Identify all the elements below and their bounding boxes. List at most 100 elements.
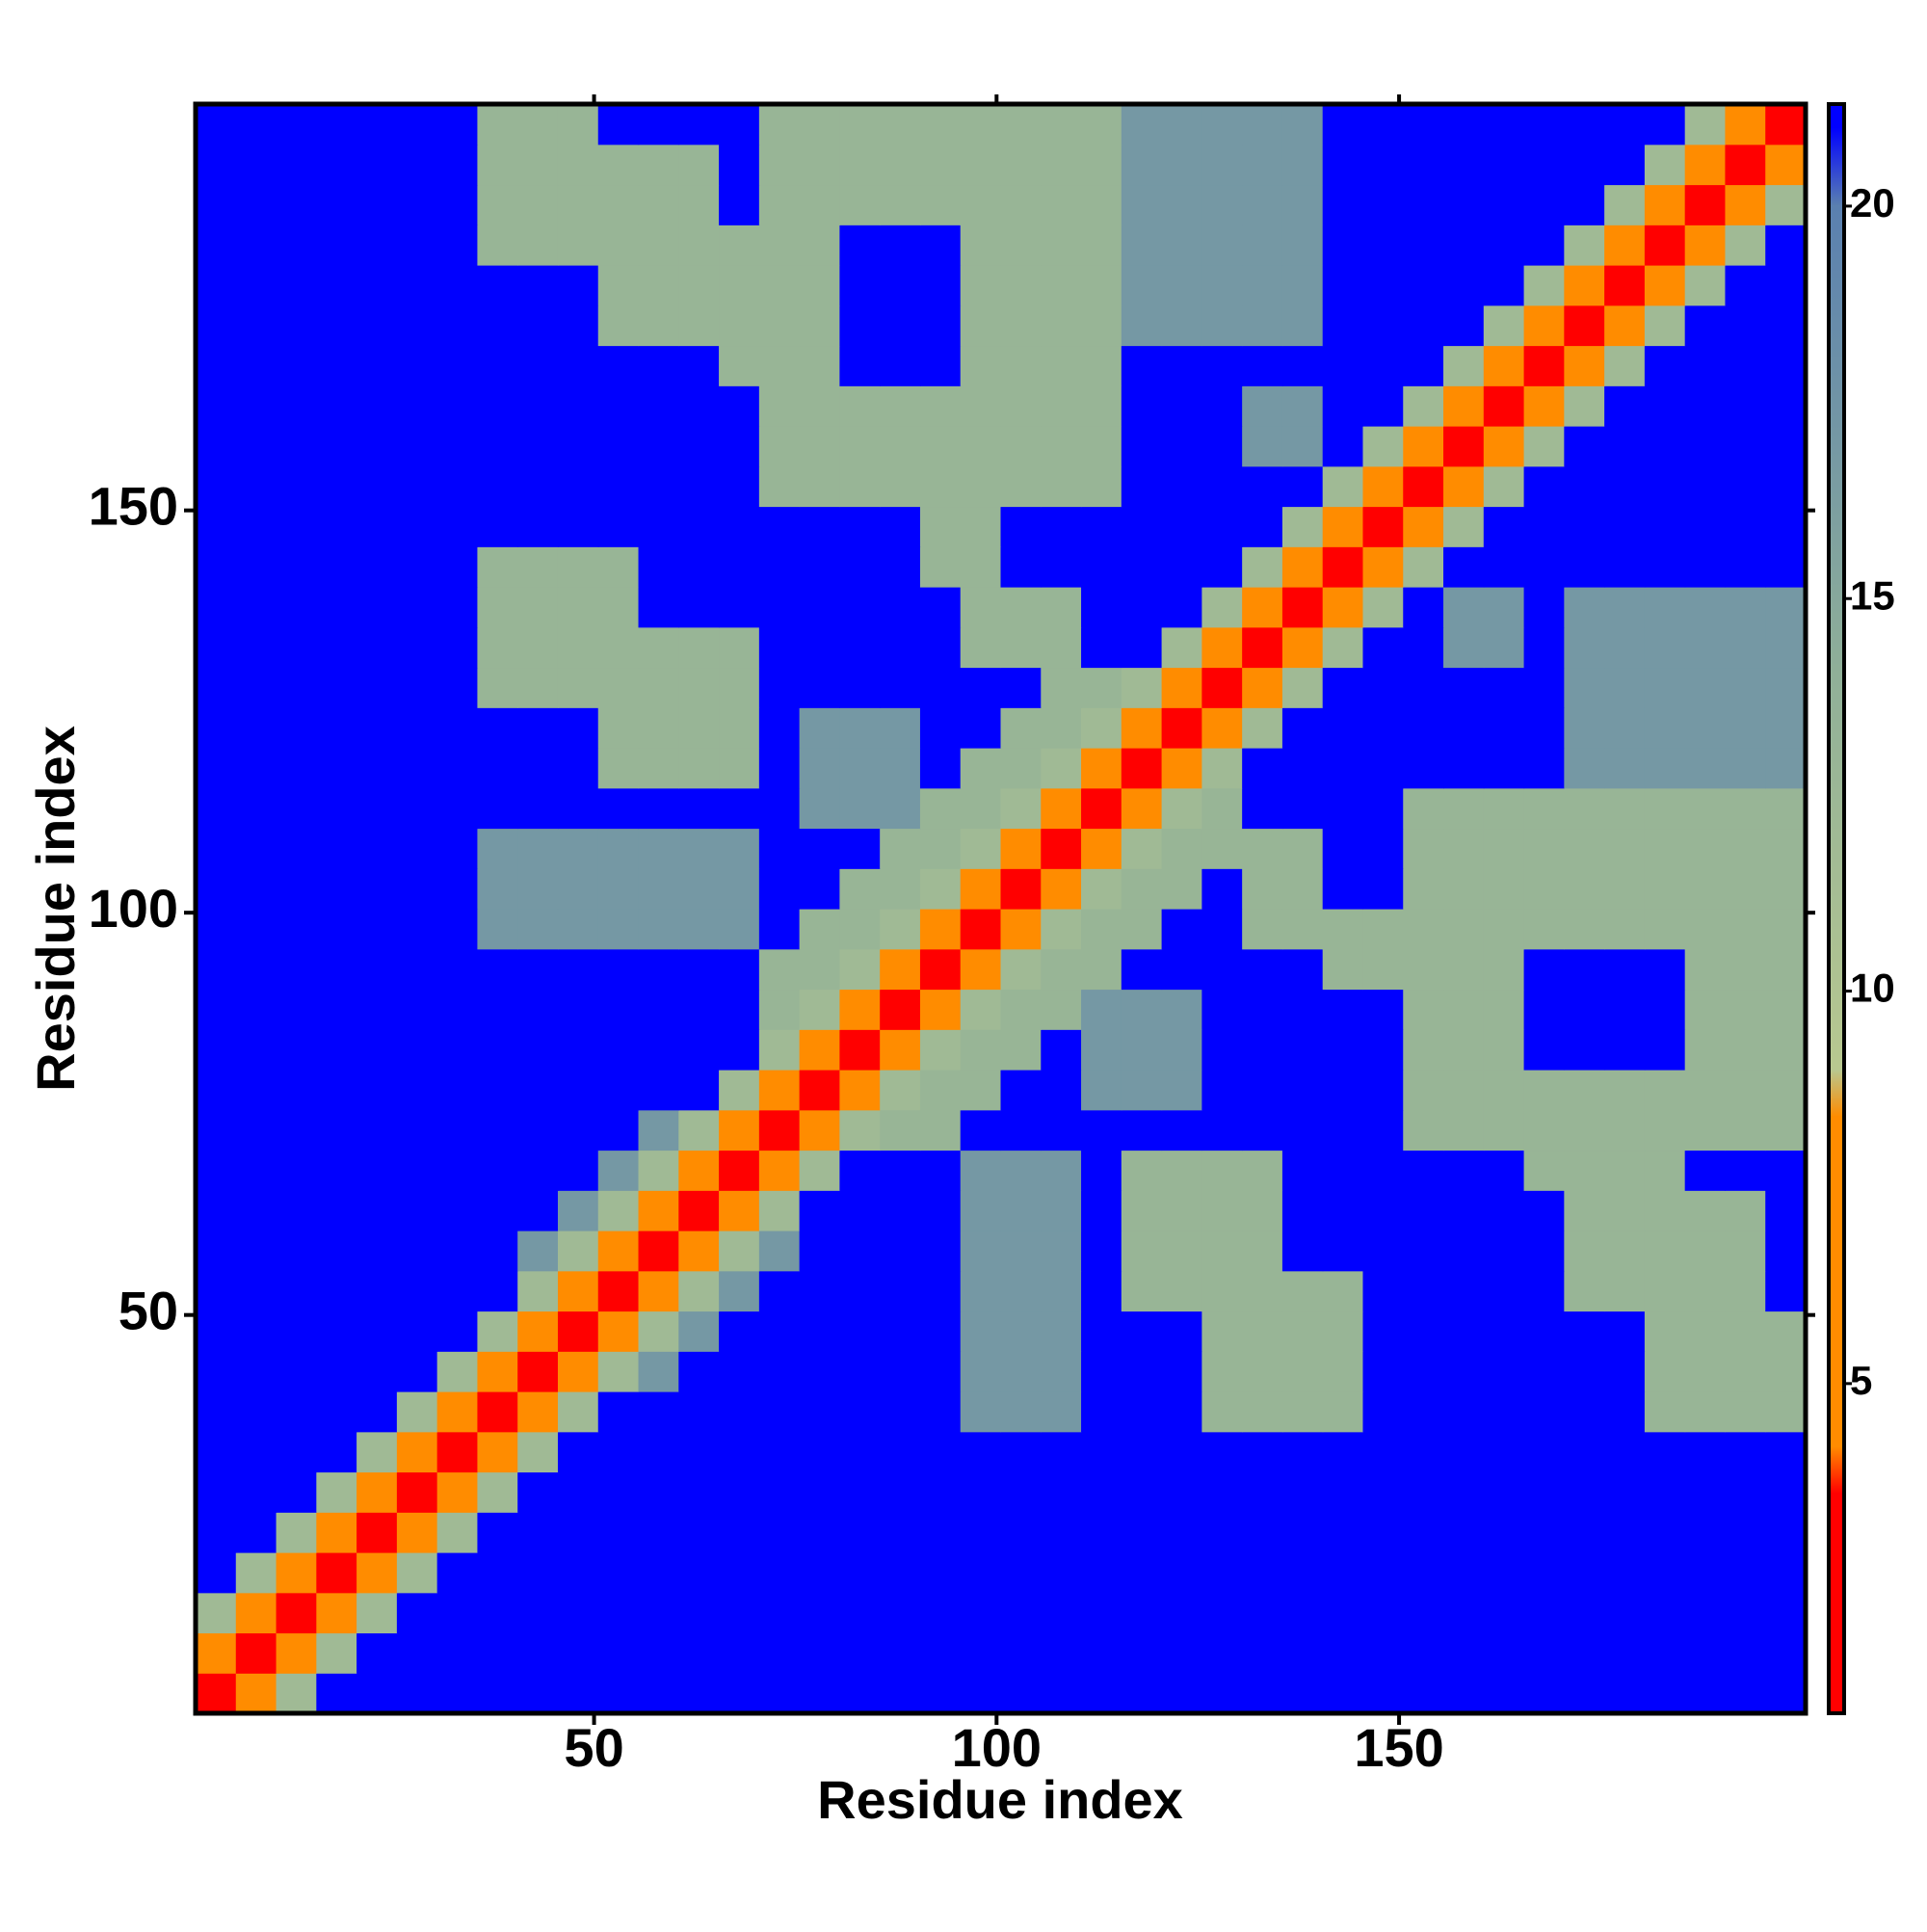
heatmap-cell (1000, 667, 1042, 708)
heatmap-cell (960, 626, 1002, 669)
heatmap-cell (880, 1070, 921, 1111)
heatmap-cell (1281, 948, 1324, 991)
heatmap-cell (1725, 948, 1766, 991)
heatmap-cell (316, 104, 357, 146)
heatmap-cell (799, 1431, 840, 1473)
heatmap-cell (1041, 707, 1082, 749)
heatmap-cell (235, 909, 277, 950)
heatmap-cell (316, 1029, 357, 1071)
heatmap-cell (1201, 1029, 1243, 1071)
heatmap-cell (1242, 104, 1283, 146)
heatmap-cell (1644, 1231, 1686, 1272)
heatmap-cell (758, 385, 801, 427)
heatmap-cell (839, 868, 881, 910)
x-tick-label: 50 (564, 1717, 623, 1778)
heatmap-cell (919, 787, 962, 830)
heatmap-cell (436, 1231, 479, 1272)
heatmap-cell (316, 1431, 357, 1473)
heatmap-cell (1523, 1673, 1565, 1714)
heatmap-cell (1041, 1029, 1082, 1071)
heatmap-cell (1362, 828, 1404, 869)
heatmap-cell (880, 304, 921, 347)
heatmap-cell (436, 1592, 479, 1634)
heatmap-cell (638, 1552, 679, 1594)
heatmap-cell (1242, 1231, 1283, 1272)
heatmap-cell (839, 667, 881, 708)
heatmap-cell (1564, 587, 1605, 628)
heatmap-cell (1000, 1231, 1042, 1272)
heatmap-cell (1604, 385, 1646, 427)
heatmap-cell (1684, 787, 1727, 830)
heatmap-cell (1483, 626, 1525, 669)
heatmap-cell (1201, 426, 1243, 467)
heatmap-cell (1483, 184, 1525, 225)
heatmap-cell (1523, 748, 1565, 789)
heatmap-cell (1684, 1391, 1727, 1433)
heatmap-cell (638, 385, 679, 427)
heatmap-cell (356, 1673, 398, 1714)
heatmap-cell (557, 707, 599, 749)
heatmap-cell (316, 1270, 357, 1312)
heatmap-cell (517, 707, 559, 749)
heatmap-cell (960, 304, 1002, 347)
heatmap-cell (919, 587, 962, 628)
heatmap-cell (678, 828, 720, 869)
heatmap-cell (196, 587, 237, 628)
heatmap-cell (477, 1231, 518, 1272)
heatmap-cell (758, 1190, 801, 1231)
heatmap-cell (436, 144, 479, 186)
heatmap-cell (1362, 385, 1404, 427)
heatmap-cell (839, 1592, 881, 1634)
heatmap-cell (1403, 1592, 1444, 1634)
heatmap-cell (1523, 587, 1565, 628)
heatmap-cell (316, 989, 357, 1030)
heatmap-cell (638, 1231, 679, 1272)
heatmap-cell (1483, 1231, 1525, 1272)
heatmap-cell (719, 1391, 760, 1433)
heatmap-cell (276, 748, 317, 789)
heatmap-cell (316, 1391, 357, 1433)
heatmap-cell (1644, 667, 1686, 708)
heatmap-cell (1000, 184, 1042, 225)
heatmap-cell (517, 1270, 559, 1312)
heatmap-cell (276, 587, 317, 628)
heatmap-cell (436, 787, 479, 830)
heatmap-cell (799, 1310, 840, 1352)
heatmap-cell (276, 948, 317, 991)
heatmap-cell (758, 345, 801, 386)
heatmap-cell (880, 1310, 921, 1352)
heatmap-cell (1604, 1150, 1646, 1191)
heatmap-cell (919, 345, 962, 386)
heatmap-cell (1564, 184, 1605, 225)
heatmap-cell (1081, 1029, 1122, 1071)
heatmap-cell (557, 1512, 599, 1553)
heatmap-cell (1765, 1109, 1807, 1151)
heatmap-cell (960, 385, 1002, 427)
heatmap-cell (1322, 426, 1364, 467)
heatmap-cell (276, 1190, 317, 1231)
heatmap-cell (1443, 1471, 1485, 1513)
heatmap-cell (276, 909, 317, 950)
heatmap-cell (1081, 868, 1122, 910)
heatmap-cell (196, 1310, 237, 1352)
heatmap-cell (316, 506, 357, 547)
heatmap-cell (477, 909, 518, 950)
heatmap-cell (960, 1070, 1002, 1111)
heatmap-cell (1161, 748, 1202, 789)
heatmap-cell (396, 1231, 438, 1272)
heatmap-cell (638, 1270, 679, 1312)
heatmap-cell (719, 1632, 760, 1674)
heatmap-cell (1564, 265, 1605, 306)
heatmap-cell (1362, 345, 1404, 386)
heatmap-cell (1362, 707, 1404, 749)
heatmap-cell (1403, 626, 1444, 669)
heatmap-cell (1443, 265, 1485, 306)
heatmap-cell (960, 426, 1002, 467)
heatmap-cell (316, 1150, 357, 1191)
heatmap-cell (1000, 225, 1042, 266)
heatmap-cell (1604, 1632, 1646, 1674)
heatmap-cell (719, 265, 760, 306)
heatmap-cell (1281, 304, 1324, 347)
heatmap-cell (1765, 426, 1807, 467)
heatmap-cell (1765, 1150, 1807, 1191)
